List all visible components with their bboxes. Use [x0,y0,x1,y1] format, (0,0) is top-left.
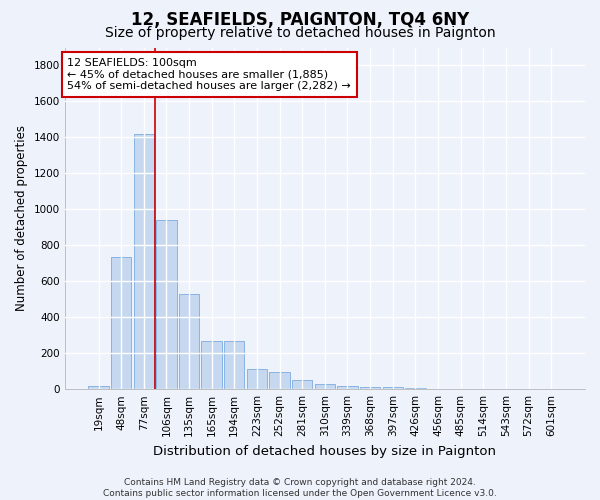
Y-axis label: Number of detached properties: Number of detached properties [15,126,28,312]
Bar [111,257,131,389]
Text: Size of property relative to detached houses in Paignton: Size of property relative to detached ho… [104,26,496,40]
X-axis label: Distribution of detached houses by size in Paignton: Distribution of detached houses by size … [154,444,496,458]
Bar [88,386,109,389]
Text: 12 SEAFIELDS: 100sqm
← 45% of detached houses are smaller (1,885)
54% of semi-de: 12 SEAFIELDS: 100sqm ← 45% of detached h… [67,58,351,91]
Bar [428,388,448,389]
Bar [360,386,380,389]
Bar [314,384,335,389]
Bar [202,340,222,389]
Text: Contains HM Land Registry data © Crown copyright and database right 2024.
Contai: Contains HM Land Registry data © Crown c… [103,478,497,498]
Bar [134,134,154,389]
Bar [179,294,199,389]
Bar [156,220,176,389]
Bar [383,386,403,389]
Bar [405,388,425,389]
Bar [224,340,244,389]
Bar [292,380,313,389]
Bar [269,372,290,389]
Bar [247,370,267,389]
Text: 12, SEAFIELDS, PAIGNTON, TQ4 6NY: 12, SEAFIELDS, PAIGNTON, TQ4 6NY [131,12,469,30]
Bar [337,386,358,389]
